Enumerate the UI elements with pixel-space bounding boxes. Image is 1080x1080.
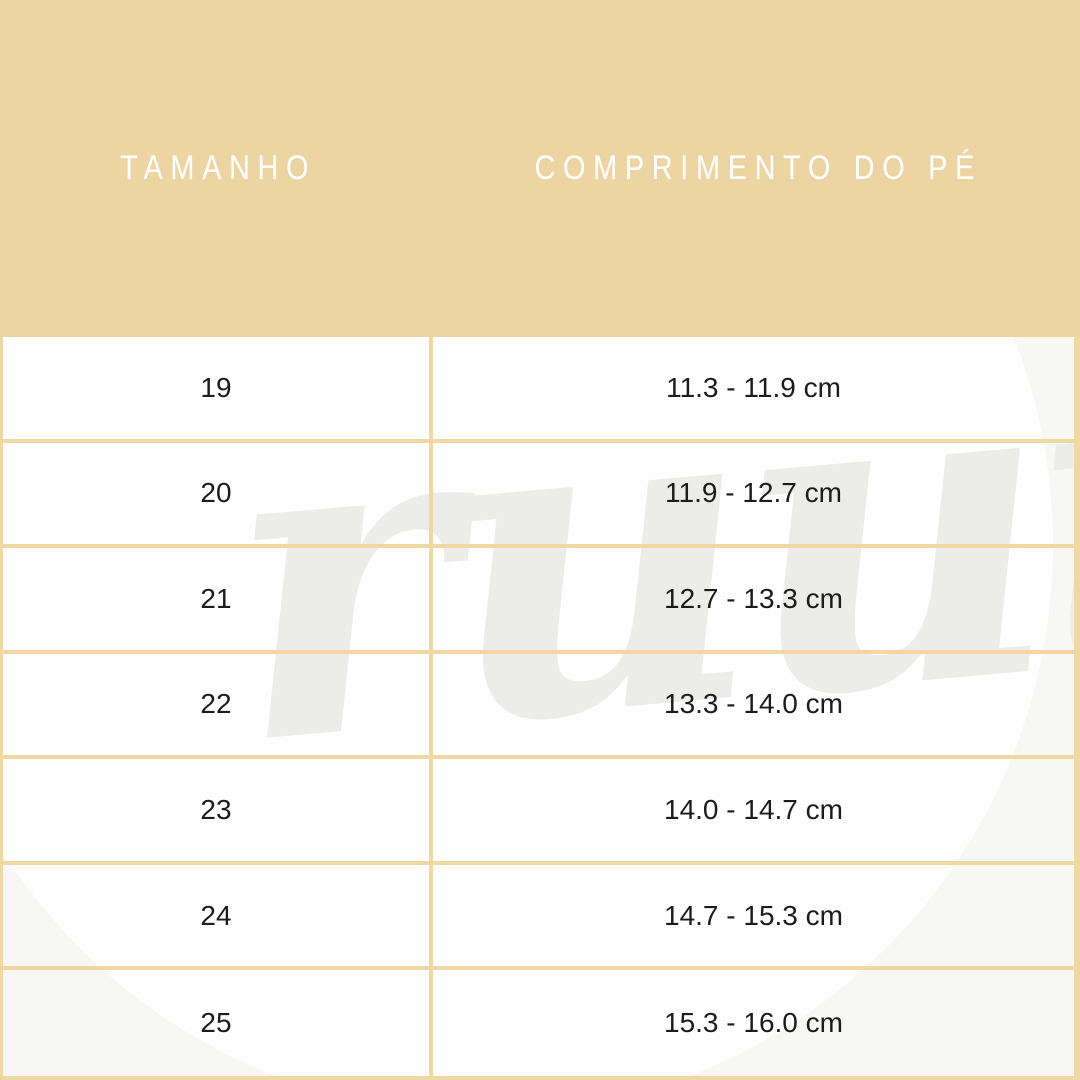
size-cell: 20 [3, 442, 433, 545]
length-cell: 15.3 - 16.0 cm [664, 1007, 843, 1039]
length-cell: 13.3 - 14.0 cm [664, 688, 843, 720]
table-row: 19 11.3 - 11.9 cm [3, 337, 1074, 443]
size-cell: 21 [3, 548, 433, 650]
size-column-header: TAMANHO [120, 149, 317, 187]
length-cell: 11.9 - 12.7 cm [665, 477, 842, 509]
size-cell: 22 [3, 653, 433, 756]
table-row: 20 11.9 - 12.7 cm [3, 442, 1074, 549]
length-cell: 14.0 - 14.7 cm [664, 794, 843, 826]
table-row: 25 15.3 - 16.0 cm [3, 970, 1074, 1076]
size-table: ruut 19 11.3 - 11.9 cm 20 11.9 - 12.7 cm… [0, 337, 1080, 1080]
size-cell: 19 [3, 337, 433, 439]
size-table-body: 19 11.3 - 11.9 cm 20 11.9 - 12.7 cm 21 1… [3, 337, 1074, 1076]
header-cell-length: COMPRIMENTO DO PÉ [437, 0, 1080, 337]
length-cell: 12.7 - 13.3 cm [664, 582, 843, 614]
length-cell: 14.7 - 15.3 cm [664, 899, 843, 931]
table-row: 23 14.0 - 14.7 cm [3, 759, 1074, 865]
size-cell: 24 [3, 864, 433, 967]
table-row: 21 12.7 - 13.3 cm [3, 548, 1074, 654]
size-cell: 23 [3, 759, 433, 861]
table-row: 24 14.7 - 15.3 cm [3, 864, 1074, 971]
length-cell: 11.3 - 11.9 cm [666, 371, 841, 403]
header-cell-size: TAMANHO [0, 0, 437, 337]
watermark-circle [3, 337, 1053, 1076]
table-row: 22 13.3 - 14.0 cm [3, 653, 1074, 760]
size-cell: 25 [3, 970, 433, 1076]
table-header: TAMANHO COMPRIMENTO DO PÉ [0, 0, 1080, 337]
length-column-header: COMPRIMENTO DO PÉ [534, 149, 983, 187]
